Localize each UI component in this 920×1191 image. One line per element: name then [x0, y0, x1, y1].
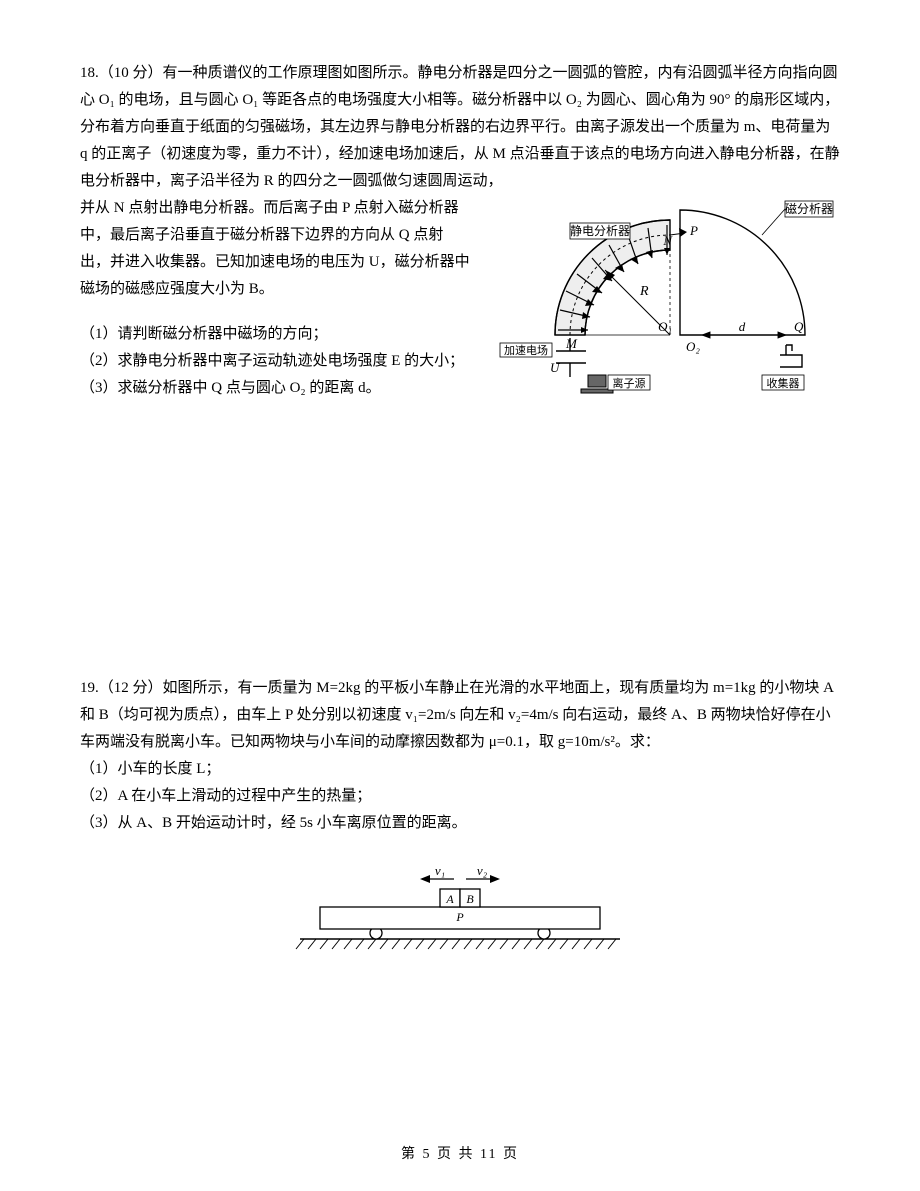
label-d: d	[739, 319, 746, 334]
q18-sub2: （2）求静电分析器中离子运动轨迹处电场强度 E 的大小；	[80, 348, 472, 375]
q19-sub3: （3）从 A、B 开始运动计时，经 5s 小车离原位置的距离。	[80, 810, 840, 837]
label-O1: O₁	[658, 319, 672, 334]
label-A: A	[445, 892, 454, 906]
label-P: P	[455, 910, 464, 924]
label-v1: v₁	[435, 863, 445, 878]
label-M: M	[565, 336, 578, 351]
label-collector: 收集器	[767, 376, 800, 390]
label-O2: O₂	[686, 339, 700, 354]
label-source: 离子源	[613, 376, 646, 390]
question-18: 18.（10 分）有一种质谱仪的工作原理图如图所示。静电分析器是四分之一圆弧的管…	[80, 60, 840, 425]
label-v2: v₂	[477, 863, 488, 878]
label-static-analyzer: 静电分析器	[570, 224, 630, 238]
label-R: R	[639, 284, 649, 299]
label-U: U	[550, 360, 561, 375]
label-B: B	[466, 892, 474, 906]
question-19: 19.（12 分）如图所示，有一质量为 M=2kg 的平板小车静止在光滑的水平地…	[80, 675, 840, 971]
q18-stem-b: 并从 N 点射出静电分析器。而后离子由 P 点射入磁分析器中，最后离子沿垂直于磁…	[80, 195, 472, 303]
label-P: P	[689, 223, 698, 238]
q19-sub2: （2）A 在小车上滑动的过程中产生的热量；	[80, 783, 840, 810]
label-accel: 加速电场	[504, 343, 548, 357]
label-Q: Q	[794, 319, 804, 334]
q19-figure: A B P v₁ v₂	[80, 861, 840, 971]
page-footer: 第 5 页 共 11 页	[0, 1142, 920, 1167]
q18-figure: 磁分析器	[480, 195, 840, 425]
q18-stem-a: 18.（10 分）有一种质谱仪的工作原理图如图所示。静电分析器是四分之一圆弧的管…	[80, 60, 840, 195]
q18-sub1: （1）请判断磁分析器中磁场的方向；	[80, 321, 472, 348]
q19-stem: 19.（12 分）如图所示，有一质量为 M=2kg 的平板小车静止在光滑的水平地…	[80, 675, 840, 756]
q18-sub3: （3）求磁分析器中 Q 点与圆心 O₂ 的距离 d。	[80, 375, 472, 402]
label-mag-analyzer: 磁分析器	[785, 201, 833, 216]
q19-sub1: （1）小车的长度 L；	[80, 756, 840, 783]
